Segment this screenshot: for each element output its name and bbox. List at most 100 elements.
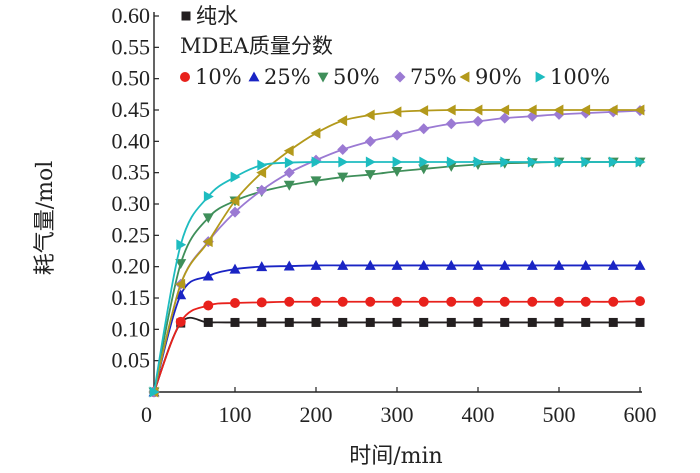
data-point (635, 156, 646, 168)
legend-marker (180, 72, 190, 82)
y-tick-label: 0.25 (112, 222, 151, 247)
data-point (365, 156, 376, 168)
data-point (446, 317, 456, 327)
data-point (445, 259, 457, 270)
legend-marker (535, 71, 546, 83)
y-tick-label: 0.30 (112, 191, 151, 216)
series-2 (148, 259, 646, 397)
legend-marker (317, 72, 329, 83)
data-point (499, 296, 510, 307)
x-axis-label: 时间/min (349, 444, 442, 469)
y-tick-label: 0.55 (112, 34, 151, 59)
data-point (283, 145, 294, 157)
data-point (230, 298, 240, 309)
data-point (338, 317, 348, 327)
data-point (581, 317, 591, 327)
x-tick-label: 600 (624, 402, 657, 427)
legend-label: 25% (264, 65, 311, 89)
data-point (310, 176, 322, 187)
x-tick-label: 0 (141, 402, 152, 427)
data-point (418, 164, 430, 175)
data-point (392, 317, 402, 327)
data-point (229, 195, 240, 207)
data-point (176, 239, 187, 251)
data-point (580, 259, 592, 270)
data-point (284, 296, 295, 307)
data-point (175, 259, 187, 270)
data-point (527, 317, 537, 327)
data-point (500, 156, 511, 168)
y-tick-label: 0.20 (112, 254, 151, 279)
data-point (283, 167, 295, 179)
data-point (527, 296, 538, 307)
data-point (553, 259, 565, 270)
y-axis-label: 耗气量/mol (33, 161, 58, 276)
data-point (554, 156, 565, 168)
x-tick-label: 500 (543, 402, 576, 427)
data-point (418, 296, 429, 307)
y-tick-label: 0.35 (112, 160, 151, 185)
data-point (391, 129, 403, 141)
data-point (419, 317, 429, 327)
data-point (392, 156, 403, 168)
data-point (391, 259, 403, 270)
series-line (153, 316, 640, 393)
data-point (337, 259, 349, 270)
data-point (337, 143, 349, 155)
data-point (175, 316, 186, 327)
data-point (229, 263, 241, 274)
data-point (175, 278, 186, 290)
x-tick-label: 100 (219, 402, 252, 427)
data-point (284, 317, 294, 327)
data-point (472, 115, 484, 127)
series-5 (148, 104, 645, 398)
data-point (526, 259, 538, 270)
data-point (203, 317, 213, 327)
data-point (473, 296, 483, 307)
series-line (153, 264, 640, 393)
data-point (635, 296, 645, 307)
legend-marker (181, 11, 191, 21)
data-point (256, 261, 268, 272)
data-point (419, 156, 430, 168)
data-point (337, 296, 348, 307)
data-point (499, 104, 510, 116)
data-point (310, 127, 321, 139)
data-point (581, 156, 592, 168)
data-point (526, 104, 537, 116)
data-point (554, 317, 564, 327)
data-point (554, 296, 564, 307)
y-tick-label: 0.10 (112, 316, 151, 341)
data-point (230, 317, 240, 327)
series-layer (148, 104, 646, 398)
data-point (202, 270, 214, 281)
data-point (202, 236, 213, 248)
data-point (311, 156, 322, 168)
x-tick-label: 400 (462, 402, 495, 427)
series-1 (149, 296, 645, 397)
data-point (256, 184, 268, 196)
x-tick-label: 200 (300, 402, 333, 427)
data-point (257, 317, 267, 327)
data-point (391, 106, 402, 118)
data-point (283, 180, 295, 191)
legend-label: 纯水 (196, 4, 238, 28)
data-point (392, 296, 402, 307)
series-6 (149, 156, 646, 398)
data-point (472, 259, 484, 270)
data-point (230, 171, 241, 183)
data-point (527, 156, 538, 168)
data-point (311, 317, 321, 327)
data-point (284, 157, 295, 169)
legend-label: 50% (333, 65, 380, 89)
x-tick-label: 300 (381, 402, 414, 427)
data-point (608, 156, 619, 168)
legend-label: 10% (195, 65, 242, 89)
legend-label: 75% (410, 65, 457, 89)
data-point (149, 386, 160, 398)
data-point (418, 123, 430, 135)
legend-label: 100% (550, 65, 610, 89)
data-point (364, 109, 375, 121)
data-point (418, 259, 430, 270)
